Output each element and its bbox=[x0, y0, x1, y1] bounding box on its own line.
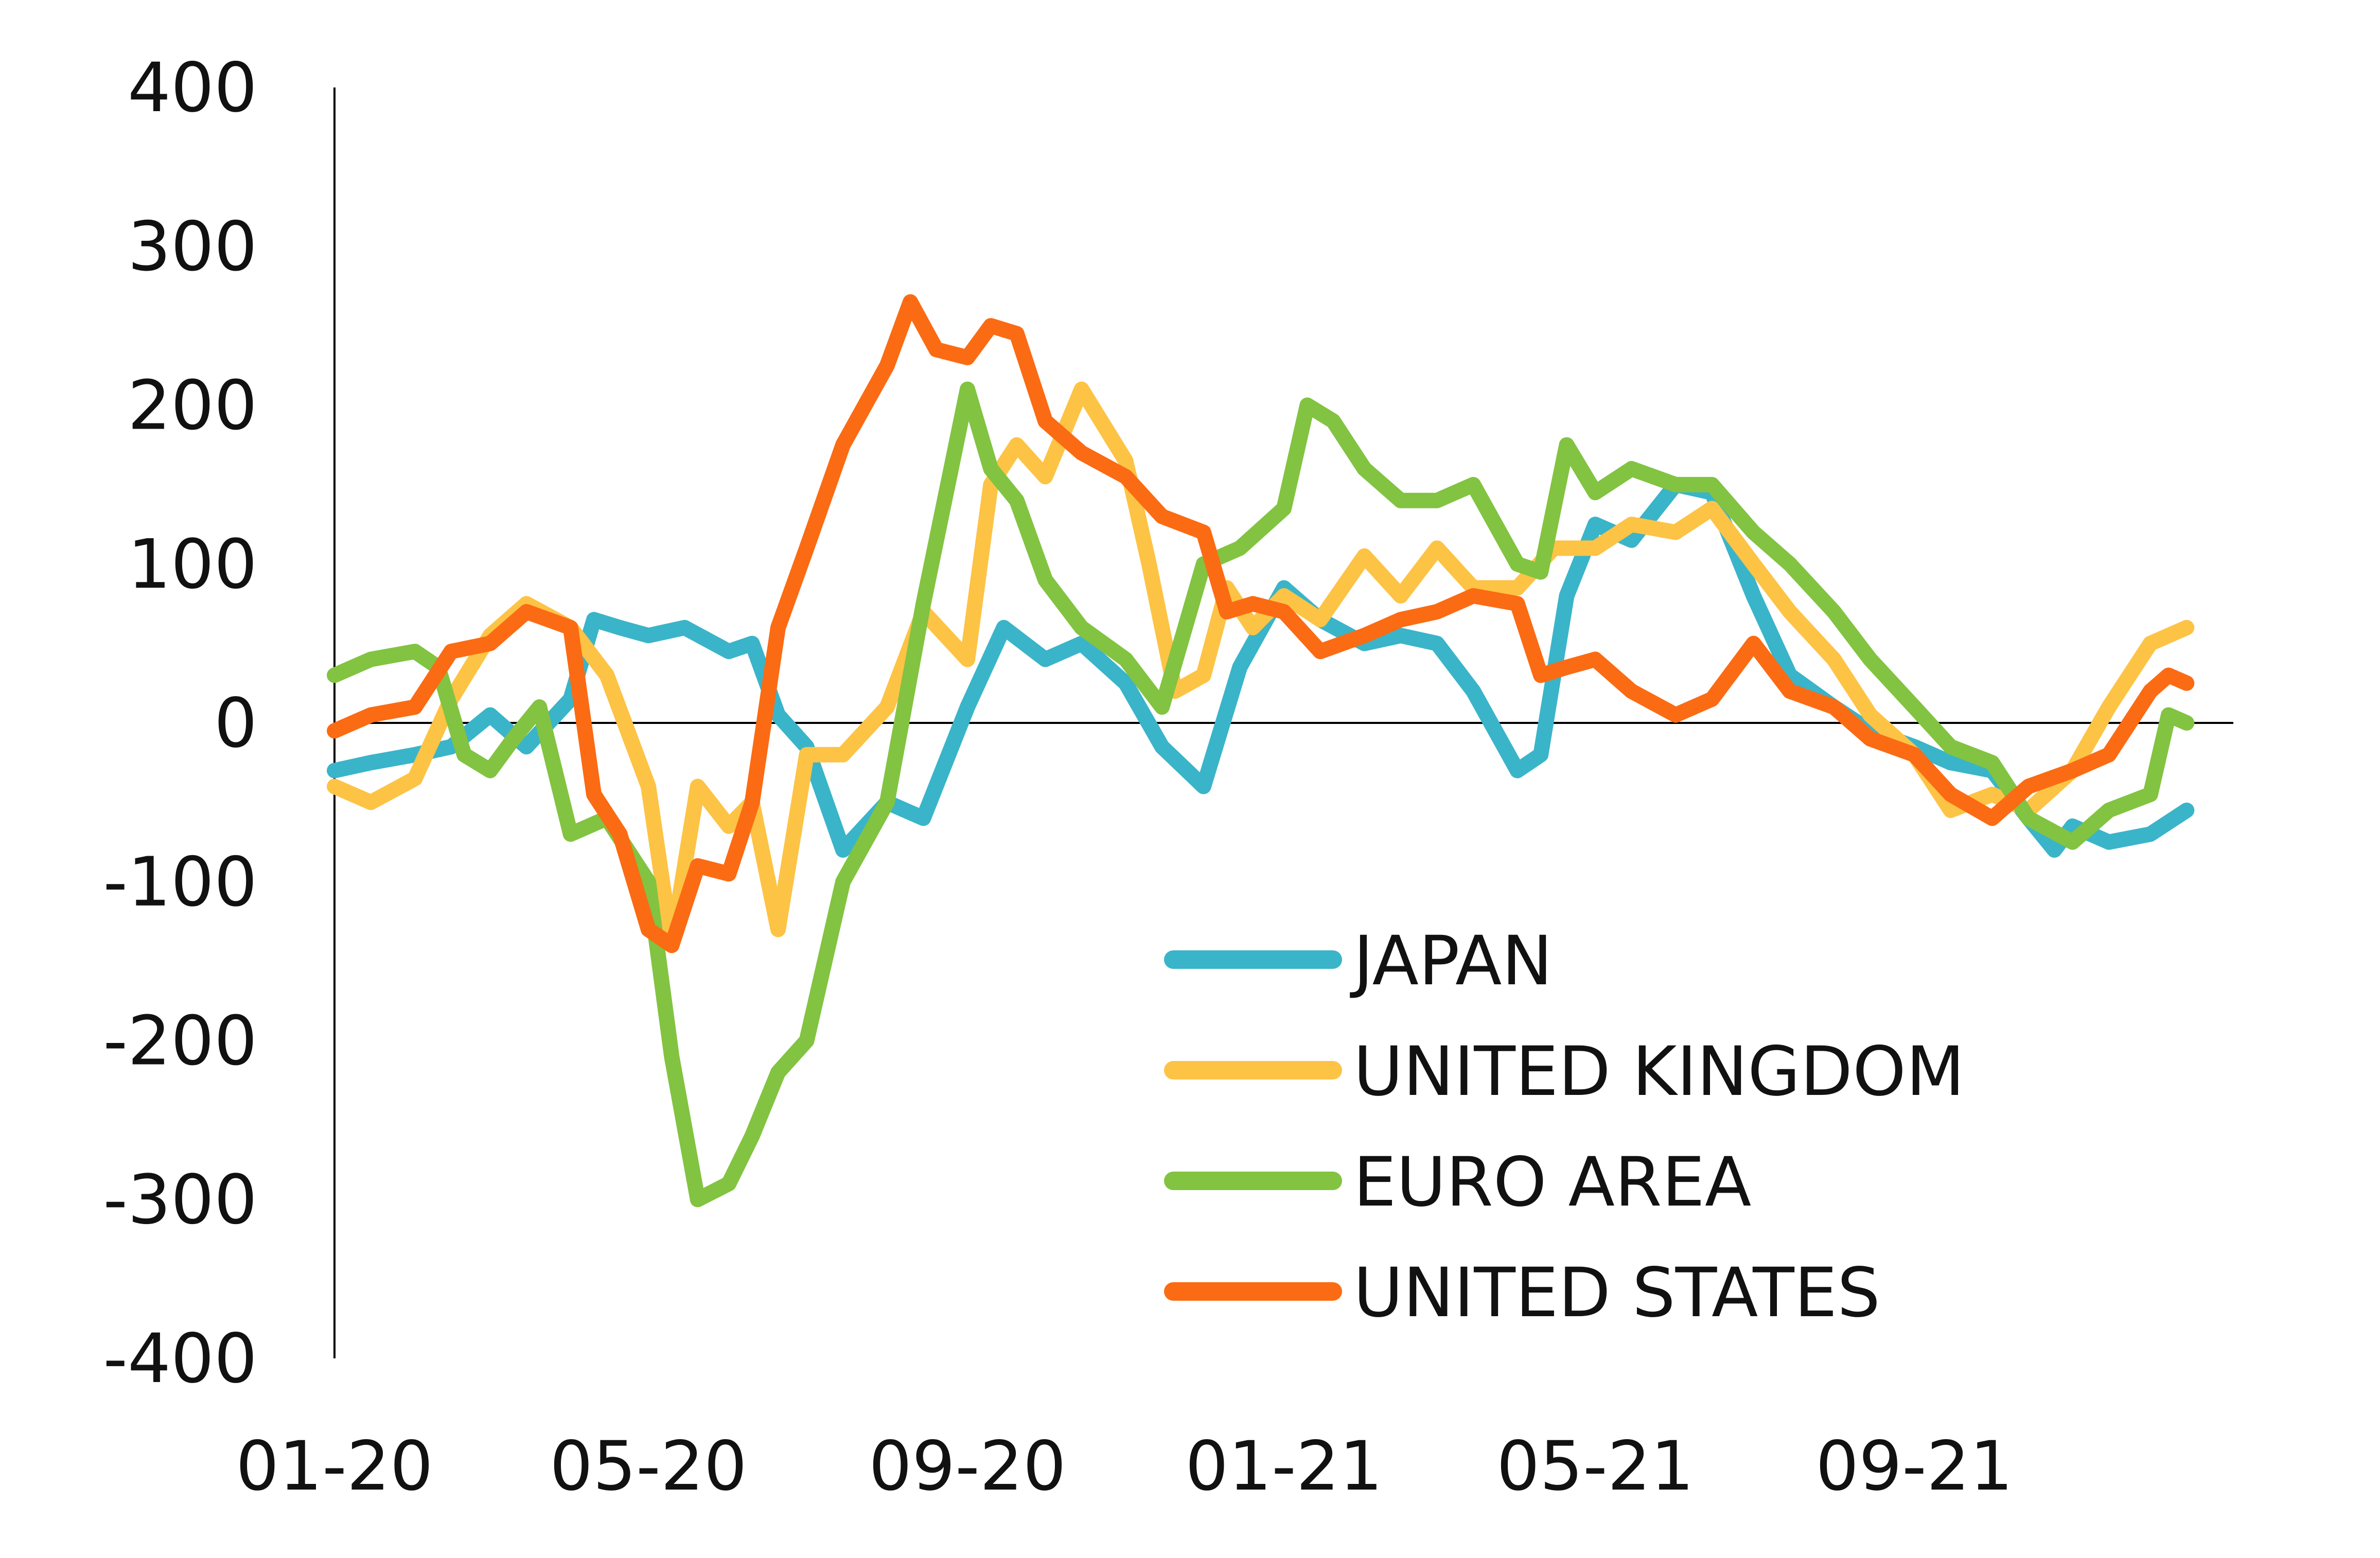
x-tick-label: 09-21 bbox=[1815, 1427, 2013, 1506]
series-line-united-kingdom bbox=[327, 381, 2195, 953]
legend-label: JAPAN bbox=[1350, 922, 1553, 1001]
x-tick-label: 01-20 bbox=[236, 1427, 433, 1506]
legend: JAPAN UNITED KINGDOM EURO AREA UNITED STATE… bbox=[1164, 922, 1965, 1333]
x-tick-label: 01-21 bbox=[1185, 1427, 1383, 1506]
x-tick-label: 09-20 bbox=[869, 1427, 1066, 1506]
y-tick-label: -400 bbox=[103, 1319, 257, 1398]
legend-label: UNITED STATES bbox=[1353, 1253, 1880, 1333]
y-tick-label: 0 bbox=[214, 684, 257, 763]
x-tick-label: 05-20 bbox=[550, 1427, 747, 1506]
y-tick-label: -300 bbox=[103, 1160, 257, 1240]
y-axis-ticks: 400 300 200 100 0 -100 -200 -300 -400 bbox=[103, 48, 257, 1398]
y-tick-label: 300 bbox=[128, 207, 257, 287]
y-tick-label: 200 bbox=[128, 366, 257, 446]
y-tick-label: 100 bbox=[128, 525, 257, 604]
series-layer bbox=[327, 294, 2195, 1208]
y-tick-label: -200 bbox=[103, 1002, 257, 1081]
legend-label: UNITED KINGDOM bbox=[1353, 1032, 1965, 1111]
legend-label: EURO AREA bbox=[1353, 1143, 1751, 1222]
y-tick-label: -100 bbox=[103, 843, 257, 922]
series-line-united-states bbox=[327, 294, 2195, 953]
y-tick-label: 400 bbox=[128, 48, 257, 128]
x-axis-ticks: 01-20 05-20 09-20 01-21 05-21 09-21 bbox=[236, 1427, 2013, 1506]
x-tick-label: 05-21 bbox=[1496, 1427, 1694, 1506]
